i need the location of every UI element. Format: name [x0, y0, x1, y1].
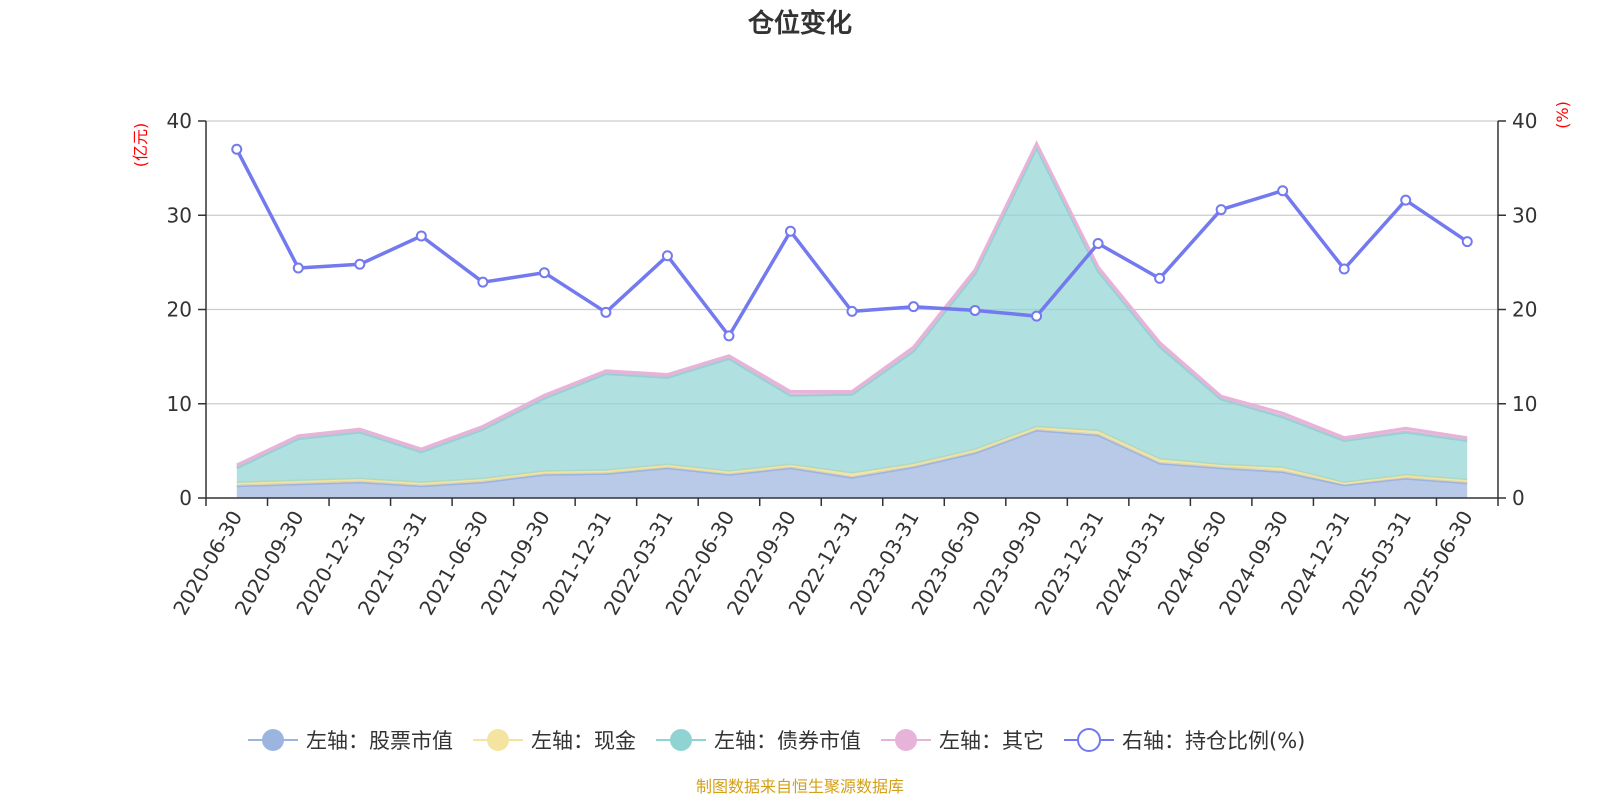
area-edge-line: [236, 140, 1468, 467]
holding-ratio-point: [354, 258, 366, 270]
legend-item: 右轴：持仓比例(%): [1064, 728, 1305, 753]
right-y-tick-label: 30: [1512, 203, 1537, 227]
holding-ratio-point: [600, 306, 612, 318]
legend-item: 左轴：债券市值: [656, 729, 861, 753]
legend-item: 左轴：其它: [881, 729, 1044, 753]
right-y-tick-label: 0: [1512, 486, 1525, 510]
holding-ratio-point: [661, 250, 673, 262]
holding-ratio-point: [1338, 263, 1350, 275]
area-layer: [236, 140, 1468, 498]
holding-ratio-point: [415, 230, 427, 242]
legend-marker: [1077, 728, 1101, 752]
holding-ratio-point: [1461, 236, 1473, 248]
holding-ratio-point: [1215, 204, 1227, 216]
data-source-note: 制图数据来自恒生聚源数据库: [696, 777, 904, 796]
left-y-tick-label: 40: [167, 109, 192, 133]
area-9bb4e0: [236, 430, 1468, 498]
right-y-tick-label: 20: [1512, 298, 1537, 322]
holding-ratio-point: [908, 301, 920, 313]
legend-marker: [487, 729, 509, 751]
holding-ratio-point: [723, 330, 735, 342]
holding-ratio-point: [477, 276, 489, 288]
left-y-tick-label: 20: [167, 298, 192, 322]
holding-ratio-point: [1031, 310, 1043, 322]
holding-ratio-point: [1277, 185, 1289, 197]
right-axis-unit: (%): [1553, 101, 1572, 129]
left-axis-unit: (亿元): [131, 123, 150, 168]
right-y-tick-label: 10: [1512, 392, 1537, 416]
legend-marker: [895, 729, 917, 751]
holding-ratio-point: [784, 225, 796, 237]
legend-label: 左轴：现金: [531, 729, 636, 753]
legend-item: 左轴：现金: [473, 729, 636, 753]
grid-layer: [206, 120, 1498, 405]
legend-label: 左轴：股票市值: [306, 729, 453, 753]
holding-ratio-point: [846, 305, 858, 317]
left-y-tick-label: 0: [179, 486, 192, 510]
legend-marker: [262, 729, 284, 751]
line-layer: [231, 143, 1473, 342]
holding-ratio-point: [292, 262, 304, 274]
holding-ratio-point: [1154, 272, 1166, 284]
holding-ratio-point: [231, 143, 243, 155]
legend-marker: [670, 729, 692, 751]
left-y-tick-label: 10: [167, 392, 192, 416]
legend: 左轴：股票市值 左轴：现金 左轴：债券市值 左轴：其它 右轴：持仓比例(%): [248, 728, 1305, 753]
left-y-tick-label: 30: [167, 203, 192, 227]
right-y-tick-label: 40: [1512, 109, 1537, 133]
holding-ratio-point: [969, 304, 981, 316]
chart-title: 仓位变化: [747, 8, 852, 39]
legend-label: 左轴：债券市值: [714, 729, 861, 753]
axis-layer: 0102030400102030402020-06-302020-09-3020…: [167, 109, 1538, 619]
holding-ratio-point: [538, 267, 550, 279]
legend-label: 右轴：持仓比例(%): [1122, 729, 1305, 753]
holding-ratio-point: [1092, 238, 1104, 250]
legend-label: 左轴：其它: [939, 729, 1044, 753]
holding-ratio-point: [1400, 194, 1412, 206]
legend-item: 左轴：股票市值: [248, 729, 453, 753]
